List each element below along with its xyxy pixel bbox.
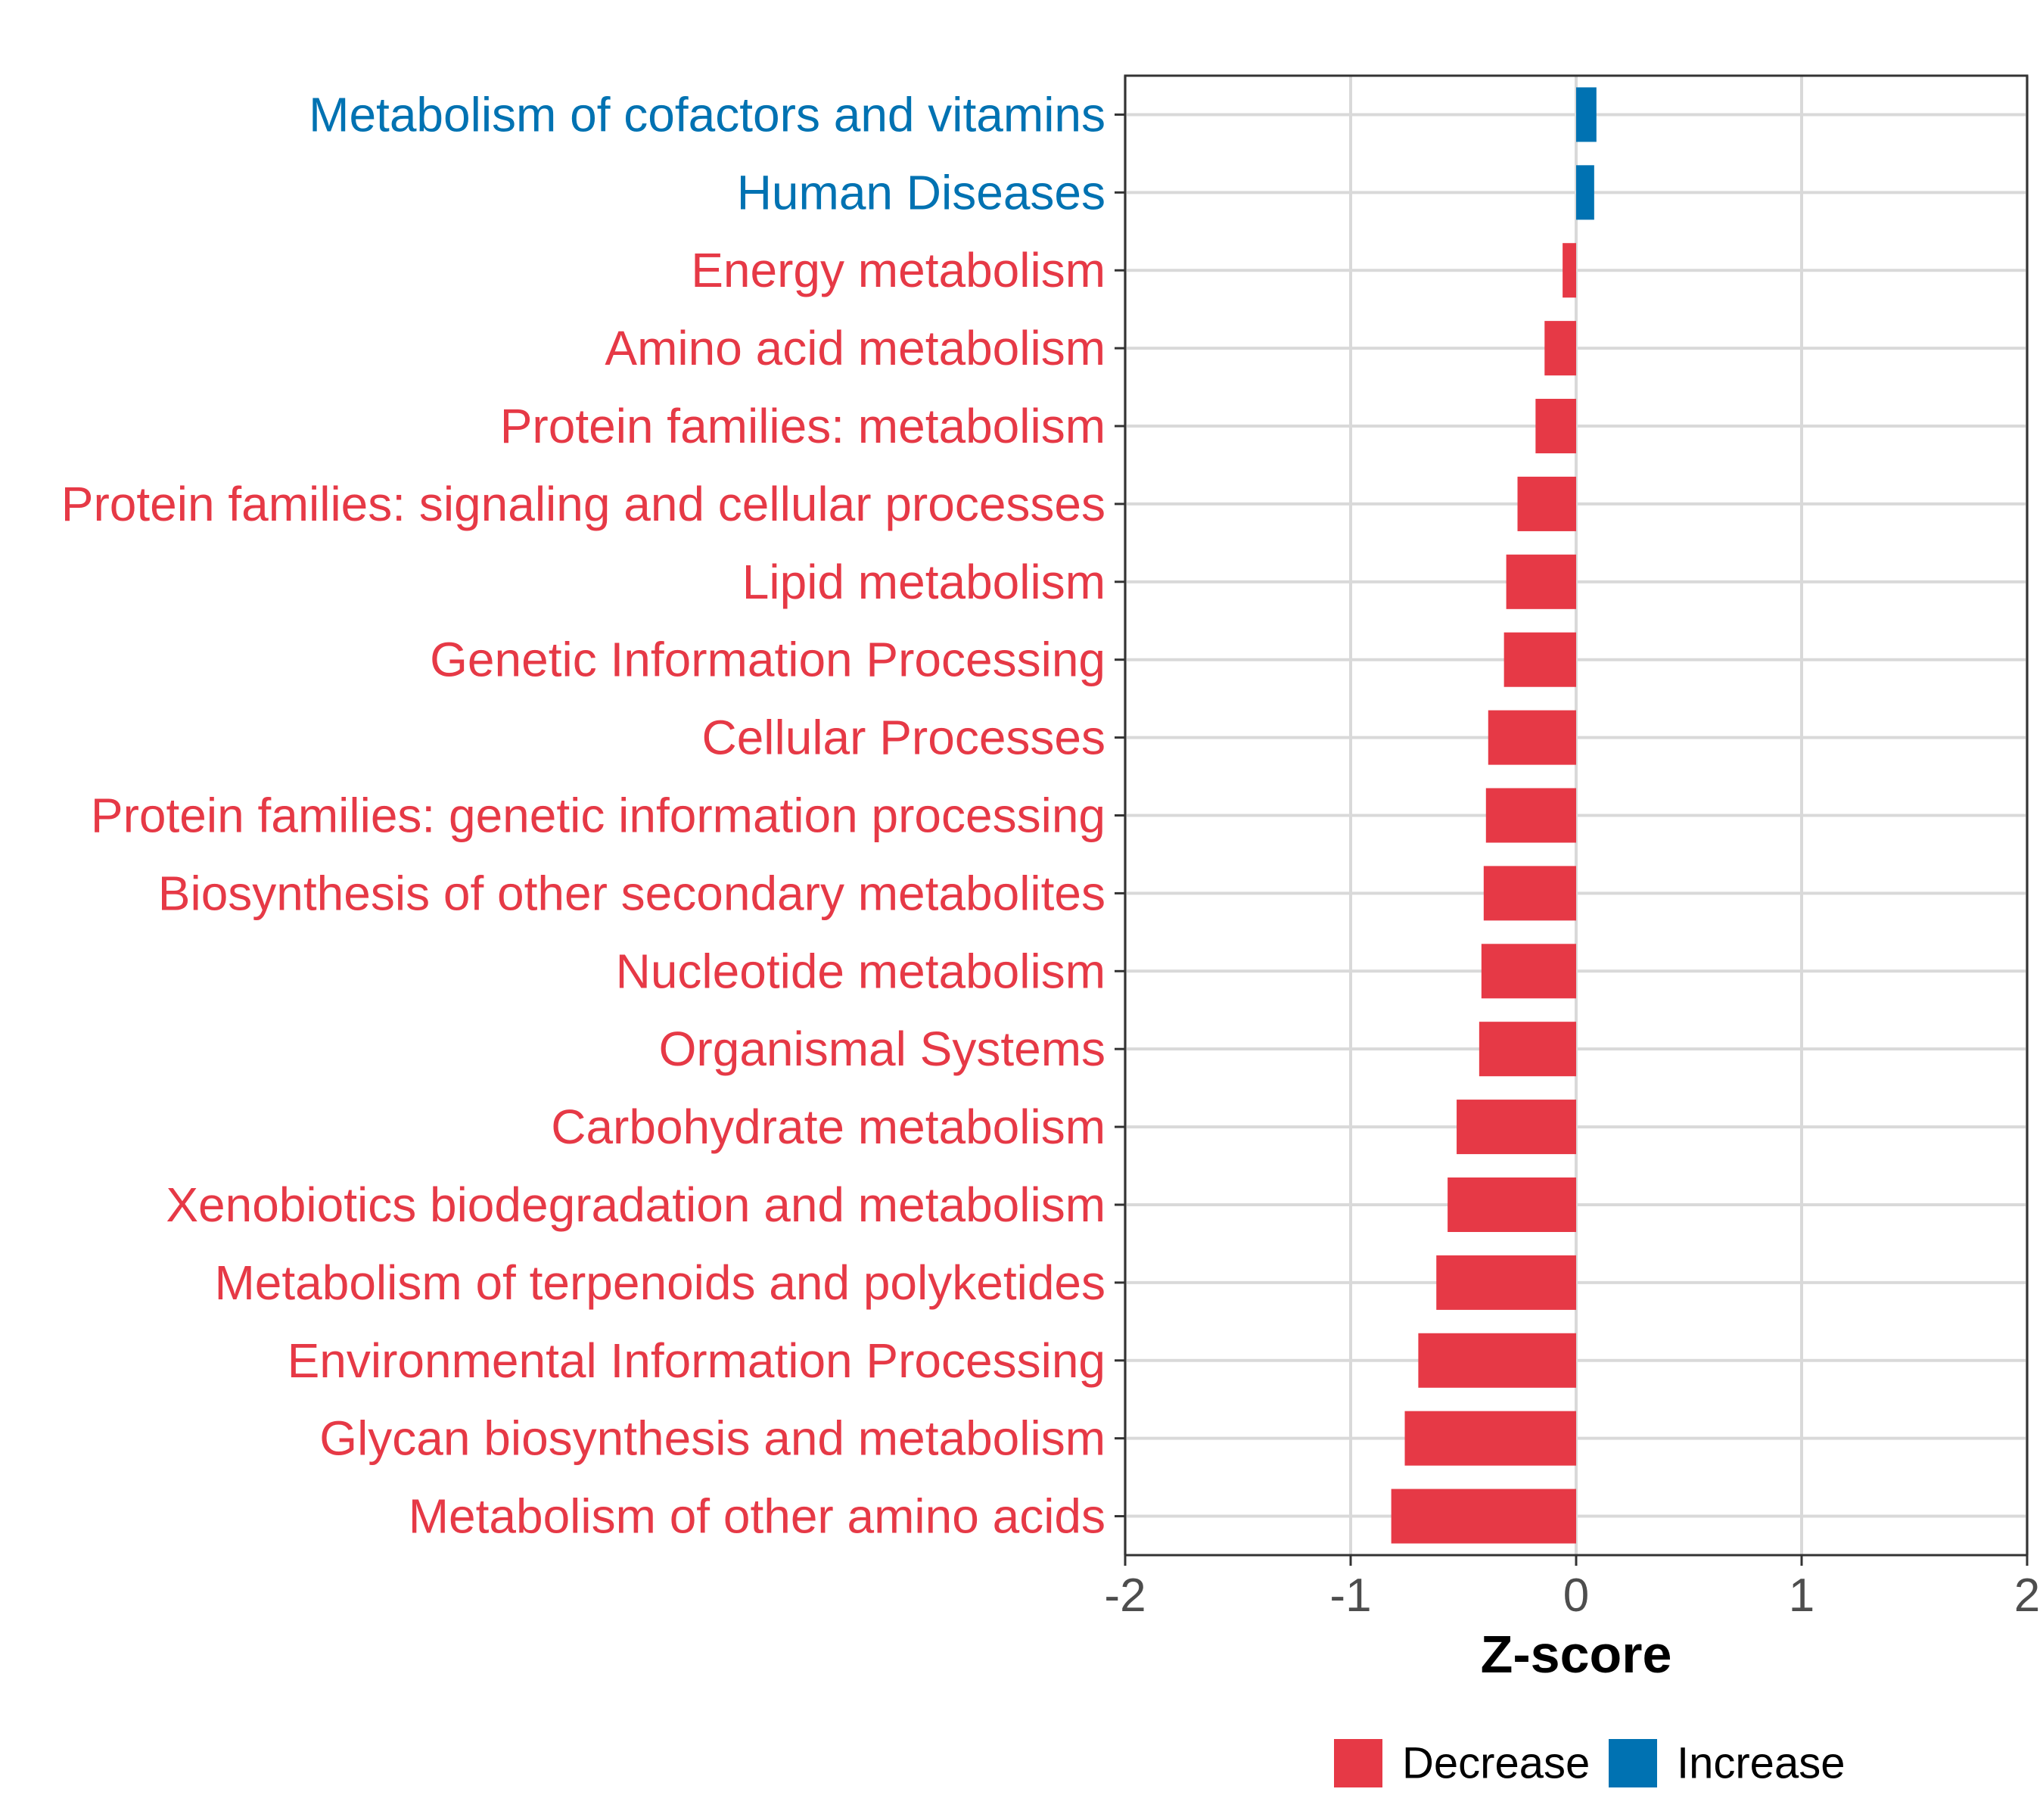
- category-label: Carbohydrate metabolism: [551, 1100, 1105, 1154]
- y-axis: Metabolism of cofactors and vitamins Huma…: [61, 87, 1125, 1544]
- x-tick-label: -2: [1104, 1570, 1146, 1622]
- category-label: Organismal Systems: [659, 1022, 1105, 1076]
- category-label: Biosynthesis of other secondary metaboli…: [158, 866, 1105, 920]
- category-label: Xenobiotics biodegradation and metabolis…: [166, 1178, 1105, 1232]
- x-axis: -2 -1 0 1 2: [1104, 1555, 2040, 1622]
- category-label: Glycan biosynthesis and metabolism: [319, 1411, 1105, 1466]
- bar-decrease: [1483, 866, 1576, 921]
- category-label: Metabolism of terpenoids and polyketides: [214, 1255, 1105, 1310]
- category-label: Protein families: genetic information pr…: [91, 789, 1105, 843]
- legend: Decrease Increase: [1334, 1739, 1845, 1788]
- category-label: Metabolism of cofactors and vitamins: [309, 87, 1105, 142]
- bar-decrease: [1448, 1177, 1576, 1232]
- legend-key-increase: [1609, 1739, 1657, 1787]
- bar-decrease: [1391, 1489, 1576, 1544]
- bar-decrease: [1404, 1411, 1576, 1466]
- x-tick-label: 2: [2014, 1570, 2040, 1622]
- bar-decrease: [1503, 632, 1576, 687]
- x-axis-title: Z-score: [1481, 1625, 1672, 1684]
- category-label: Genetic Information Processing: [430, 633, 1105, 687]
- category-label: Lipid metabolism: [742, 555, 1105, 609]
- bar-decrease: [1563, 243, 1576, 298]
- legend-label-decrease: Decrease: [1402, 1739, 1590, 1788]
- bar-decrease: [1535, 399, 1576, 454]
- category-label: Environmental Information Processing: [288, 1333, 1105, 1388]
- bar-decrease: [1479, 1022, 1576, 1077]
- category-label: Nucleotide metabolism: [616, 944, 1105, 998]
- bar-decrease: [1544, 321, 1576, 376]
- bar-decrease: [1436, 1255, 1576, 1310]
- category-label: Amino acid metabolism: [605, 321, 1105, 375]
- bar-decrease: [1506, 554, 1576, 609]
- bar-decrease: [1457, 1100, 1576, 1155]
- bars: [1391, 87, 1597, 1544]
- category-label: Energy metabolism: [691, 243, 1105, 297]
- category-label: Human Diseases: [737, 165, 1105, 219]
- x-tick-label: -1: [1329, 1570, 1371, 1622]
- bar-decrease: [1488, 710, 1576, 765]
- category-label: Cellular Processes: [701, 711, 1105, 765]
- bar-decrease: [1517, 476, 1576, 531]
- bar-decrease: [1418, 1333, 1576, 1388]
- x-tick-label: 0: [1563, 1570, 1589, 1622]
- bar-increase: [1576, 165, 1594, 220]
- bar-decrease: [1481, 944, 1576, 999]
- bar-increase: [1576, 87, 1597, 142]
- category-label: Protein families: signaling and cellular…: [61, 477, 1105, 531]
- legend-key-decrease: [1334, 1739, 1382, 1787]
- legend-label-increase: Increase: [1677, 1739, 1845, 1788]
- x-tick-label: 1: [1789, 1570, 1814, 1622]
- category-label: Metabolism of other amino acids: [409, 1489, 1105, 1544]
- bar-decrease: [1485, 788, 1576, 843]
- category-label: Protein families: metabolism: [500, 399, 1105, 453]
